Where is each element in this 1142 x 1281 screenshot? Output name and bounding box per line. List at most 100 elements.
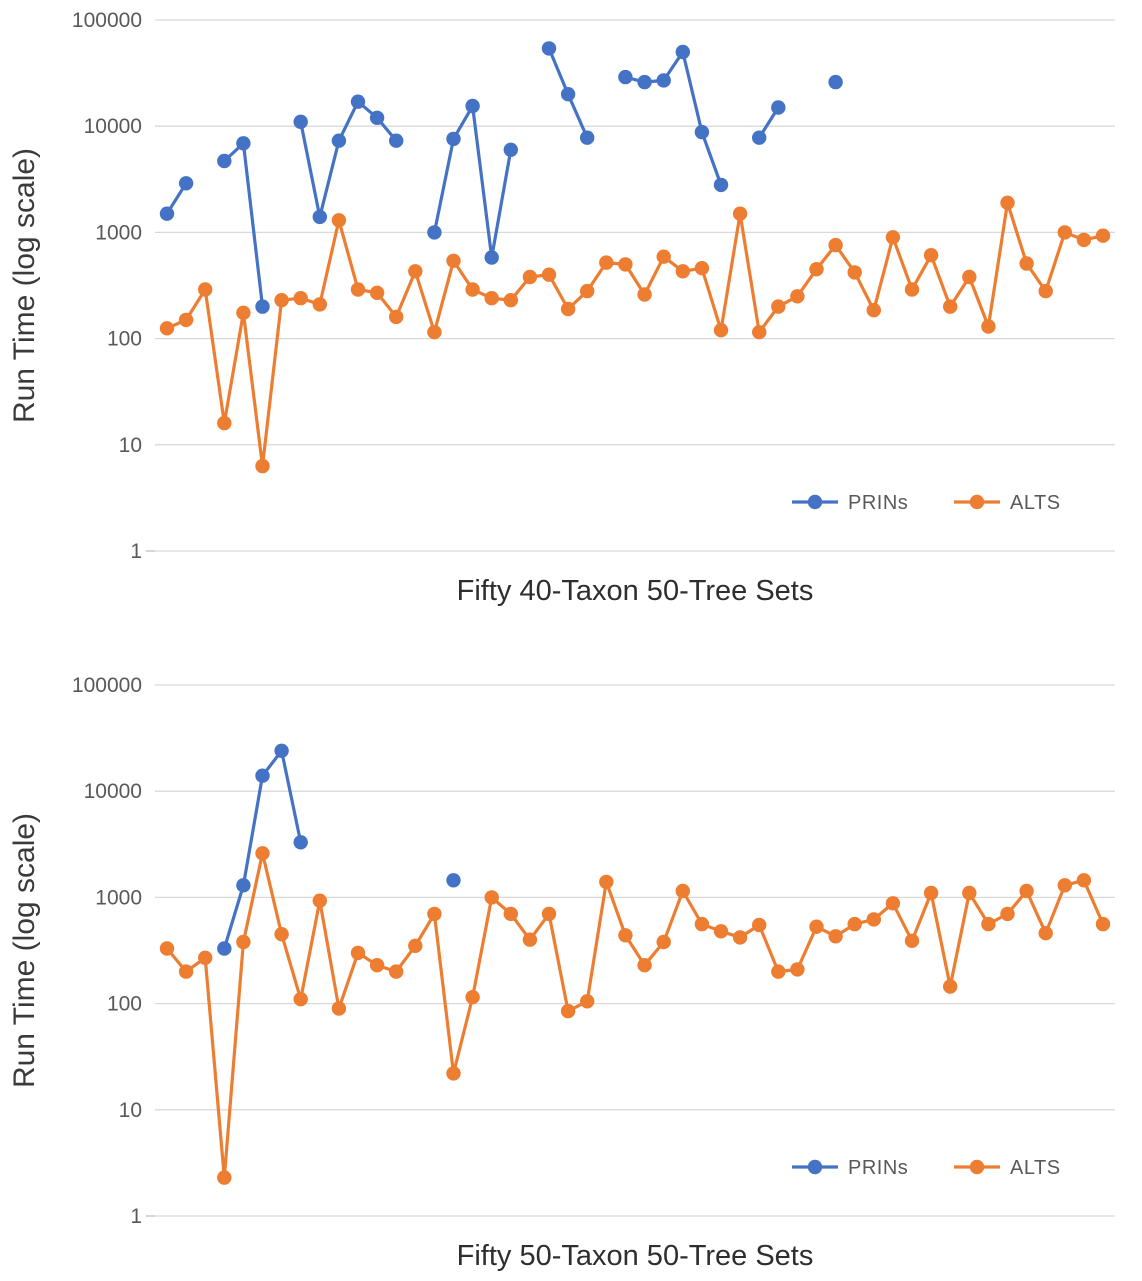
alts-point [198,282,213,297]
alts-point [541,906,557,922]
alts-point [389,964,404,979]
legend-marker-alts [969,1159,985,1175]
alts-point [369,958,385,973]
prins-point [503,142,518,157]
alts-point [560,301,576,317]
alts-point [1038,283,1053,299]
alts-point [408,264,423,279]
alts-point [503,906,518,922]
y-tick-label: 100 [107,328,142,351]
alts-point [828,237,843,253]
y-tick-label: 10 [119,434,142,457]
alts-point [732,930,748,945]
alts-point [274,927,289,942]
prins-point [752,130,767,145]
alts-point [541,267,557,282]
alts-point [828,929,843,944]
alts-point [580,994,595,1009]
alts-point [369,285,385,300]
prins-point [580,130,595,145]
prins-point [255,299,270,314]
alts-point [484,890,499,905]
alts-point [1000,195,1015,210]
alts-point [427,906,442,922]
alts-point [274,293,289,308]
alts-point [178,964,194,979]
y-tick-label: 100 [107,993,142,1016]
y-tick-label: 1 [130,1205,142,1228]
alts-point [1095,228,1111,243]
alts-line [165,851,1105,1180]
alts-point [1019,256,1034,271]
y-axis-title: Run Time (log scale) [8,148,41,423]
y-tick-label: 10000 [84,115,142,138]
prins-point [484,250,499,265]
alts-point [331,1001,347,1016]
prins-point [465,98,480,114]
alts-point [962,885,977,901]
alts-point [847,916,862,932]
alts-point [943,979,958,994]
alts-point [560,1003,576,1019]
alts-point [331,213,347,228]
prins-point [350,94,366,109]
y-tick-label: 1000 [95,886,142,909]
legend-label-alts: ALTS [1010,492,1061,514]
legend-label-prins: PRINs [848,1157,908,1179]
alts-point [675,264,690,279]
alts-point [675,883,690,899]
alts-point [732,206,748,221]
alts-point [312,297,327,312]
chart-bottom-x-axis-title: Fifty 50-Taxon 50-Tree Sets [456,1240,814,1272]
alts-point [713,924,729,939]
legend-marker-alts [969,494,985,510]
legend-label-prins: PRINs [848,492,908,514]
prins-point [178,176,194,191]
alts-point [847,265,862,280]
alts-point [255,458,270,474]
alts-point [350,282,366,297]
alts-point [752,917,767,933]
y-tick-label: 1000 [95,221,142,244]
prins-point [427,225,442,240]
alts-point [1095,916,1111,932]
alts-point [809,919,824,934]
alts-point [159,941,175,956]
prins-line [432,104,513,260]
legend-marker-prins [807,1159,823,1175]
alts-point [484,291,499,306]
prins-point [541,41,557,56]
prins-point [637,74,652,90]
alts-point [1076,232,1092,248]
alts-point [790,962,805,977]
alts-point [522,932,538,947]
alts-point [408,938,423,953]
prins-point [293,835,308,850]
prins-point [618,69,633,85]
alts-point [771,299,786,314]
prins-point [389,133,404,148]
alts-point [866,303,881,318]
alts-point [981,916,996,932]
chart-bottom: 1 10 100 1000 10000 100000 Run Time (log scale… [0,665,1142,1281]
alts-point [599,874,614,890]
prins-point [656,73,671,88]
alts-line [165,201,1105,468]
alts-point [618,257,633,272]
prins-point [713,177,729,193]
alts-point [694,916,710,932]
prins-point [255,768,270,783]
chart-bottom-plot: 1 10 100 1000 10000 100000 Run Time (log scale… [8,674,1115,1228]
prins-point [675,44,690,60]
alts-point [923,248,939,263]
alts-point [885,230,901,245]
prins-point [293,114,308,129]
prins-line [623,50,723,187]
prins-point [312,209,327,225]
alts-point [618,928,633,943]
alts-point [389,309,404,325]
alts-point [1038,926,1053,941]
alts-point [923,885,939,901]
alts-point [637,287,652,302]
